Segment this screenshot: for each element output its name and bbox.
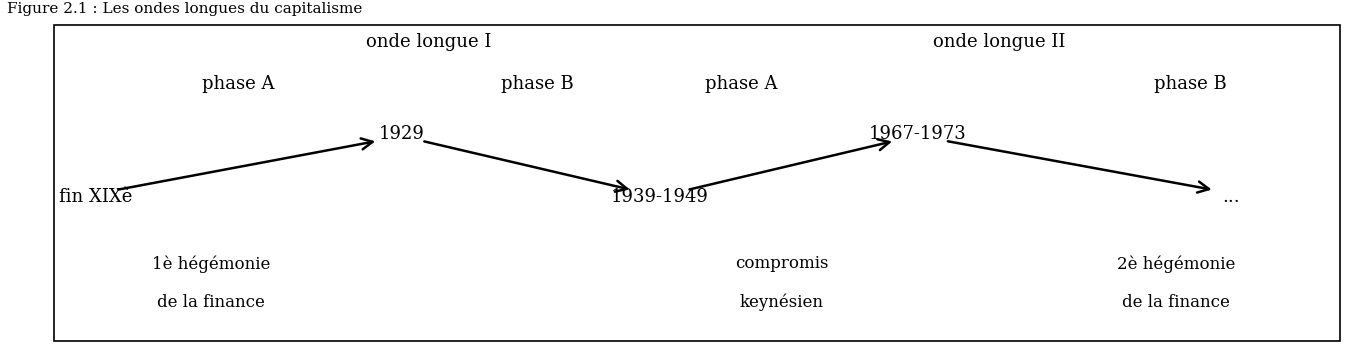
Text: 1967-1973: 1967-1973 [869, 125, 967, 143]
FancyBboxPatch shape [54, 25, 1340, 341]
Text: 2è hégémonie: 2è hégémonie [1117, 255, 1236, 273]
Text: 1929: 1929 [378, 125, 424, 143]
Text: fin XIXè: fin XIXè [58, 188, 132, 206]
Text: de la finance: de la finance [156, 294, 265, 311]
Text: phase B: phase B [500, 75, 574, 94]
Text: phase A: phase A [704, 75, 778, 94]
Text: compromis: compromis [736, 256, 828, 272]
Text: de la finance: de la finance [1122, 294, 1231, 311]
Text: Figure 2.1 : Les ondes longues du capitalisme: Figure 2.1 : Les ondes longues du capita… [7, 2, 362, 16]
Text: ...: ... [1223, 188, 1239, 206]
Text: onde longue I: onde longue I [366, 33, 491, 51]
Text: phase B: phase B [1153, 75, 1227, 94]
Text: 1è hégémonie: 1è hégémonie [151, 255, 271, 273]
Text: onde longue II: onde longue II [933, 33, 1066, 51]
Text: phase A: phase A [201, 75, 275, 94]
Text: 1939-1949: 1939-1949 [611, 188, 709, 206]
Text: keynésien: keynésien [740, 294, 824, 312]
